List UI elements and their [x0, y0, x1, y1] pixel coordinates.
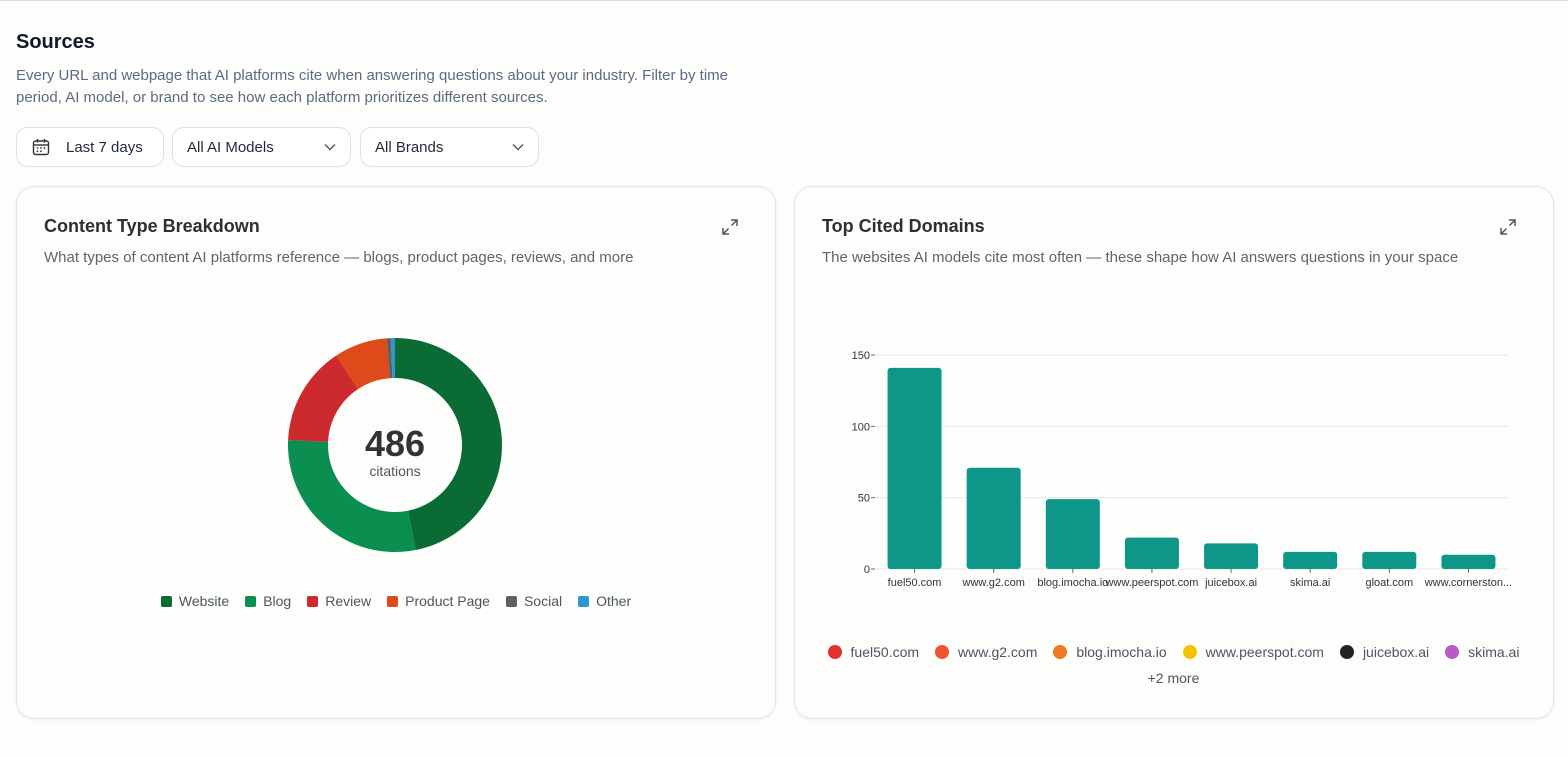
domain-logo	[1339, 645, 1354, 659]
legend-item: juicebox.ai	[1339, 644, 1430, 660]
calendar-icon	[32, 139, 50, 156]
legend-label: Website	[178, 593, 230, 609]
date-filter[interactable]: Last 7 days	[16, 127, 164, 167]
card-subtitle: The websites AI models cite most often —…	[822, 249, 1459, 266]
model-filter-label: All AI Models	[187, 138, 274, 156]
page-description: Every URL and webpage that AI platforms …	[16, 67, 729, 106]
legend-item: blog.imocha.io	[1053, 644, 1167, 660]
brand-filter-label: All Brands	[375, 138, 444, 156]
legend-swatch	[505, 595, 517, 607]
legend-swatch	[160, 595, 172, 607]
domain-logo	[827, 645, 842, 659]
domain-logo	[1053, 645, 1068, 659]
legend-item: Other	[578, 593, 631, 609]
legend-item: Website	[160, 593, 230, 609]
legend-label: www.peerspot.com	[1205, 644, 1324, 660]
chevron-icon	[512, 144, 524, 151]
expand-icon[interactable]	[721, 218, 739, 236]
legend-label: Social	[523, 593, 563, 609]
legend-label: Product Page	[405, 593, 490, 609]
legend-swatch	[307, 595, 319, 607]
card-title: Top Cited Domains	[822, 216, 985, 236]
legend-swatch	[387, 595, 399, 607]
model-filter[interactable]: All AI Models	[172, 127, 351, 167]
card-title: Content Type Breakdown	[44, 216, 260, 236]
donut-legend: Website Blog Review Product Page Social Other	[16, 593, 776, 609]
legend-swatch	[578, 595, 590, 607]
legend-item: skima.ai	[1445, 644, 1519, 660]
page-title: Sources	[16, 31, 95, 53]
legend-label: Other	[596, 593, 632, 609]
legend-item: Social	[505, 593, 563, 609]
legend-item: Product Page	[387, 593, 490, 609]
card-subtitle: What types of content AI platforms refer…	[44, 249, 634, 266]
domain-logo	[1182, 645, 1197, 659]
legend-label: skima.ai	[1468, 644, 1520, 660]
legend-more[interactable]: +2 more	[1147, 670, 1200, 686]
legend-item: Blog	[245, 593, 291, 609]
legend-item: fuel50.com	[827, 644, 920, 660]
legend-label: www.g2.com	[958, 644, 1038, 660]
brand-filter[interactable]: All Brands	[360, 127, 539, 167]
date-filter-label: Last 7 days	[66, 138, 143, 156]
legend-item: www.peerspot.com	[1182, 644, 1324, 660]
legend-item: www.g2.com	[935, 644, 1037, 660]
expand-icon[interactable]	[1499, 218, 1517, 236]
domain-logo	[935, 645, 950, 659]
legend-swatch	[245, 595, 257, 607]
legend-label: blog.imocha.io	[1076, 644, 1167, 660]
legend-label: Review	[325, 593, 372, 609]
legend-label: fuel50.com	[850, 644, 920, 660]
domain-logo	[1445, 645, 1460, 659]
legend-item: Review	[307, 593, 371, 609]
legend-label: juicebox.ai	[1362, 644, 1430, 660]
chevron-icon	[324, 144, 336, 151]
legend-label: Blog	[263, 593, 292, 609]
domain-legend: fuel50.com www.g2.com blog.imocha.io www.pe…	[794, 644, 1553, 660]
